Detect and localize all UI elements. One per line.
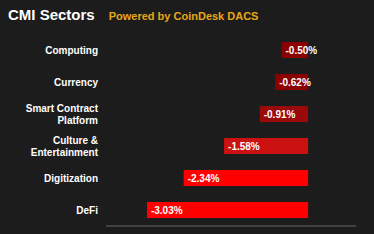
svg-text:-1.58%: -1.58% bbox=[228, 141, 260, 152]
svg-text:-0.62%: -0.62% bbox=[279, 77, 311, 88]
svg-text:-0.50%: -0.50% bbox=[286, 45, 318, 56]
svg-text:DeFi: DeFi bbox=[76, 205, 98, 216]
svg-text:-2.34%: -2.34% bbox=[188, 173, 220, 184]
html-text:Powered by CoinDesk DACS: Powered by CoinDesk DACS bbox=[108, 10, 259, 22]
svg-text:-3.03%: -3.03% bbox=[151, 205, 183, 216]
html-text:CMI Sectors: CMI Sectors bbox=[8, 6, 95, 23]
svg-text:Culture &Entertainment: Culture &Entertainment bbox=[31, 135, 99, 158]
svg-text:-0.91%: -0.91% bbox=[264, 109, 296, 120]
svg-text:Smart ContractPlatform: Smart ContractPlatform bbox=[26, 103, 99, 126]
svg-text:Digitization: Digitization bbox=[44, 173, 98, 184]
svg-text:Computing: Computing bbox=[45, 45, 98, 56]
svg-text:Currency: Currency bbox=[54, 77, 98, 88]
